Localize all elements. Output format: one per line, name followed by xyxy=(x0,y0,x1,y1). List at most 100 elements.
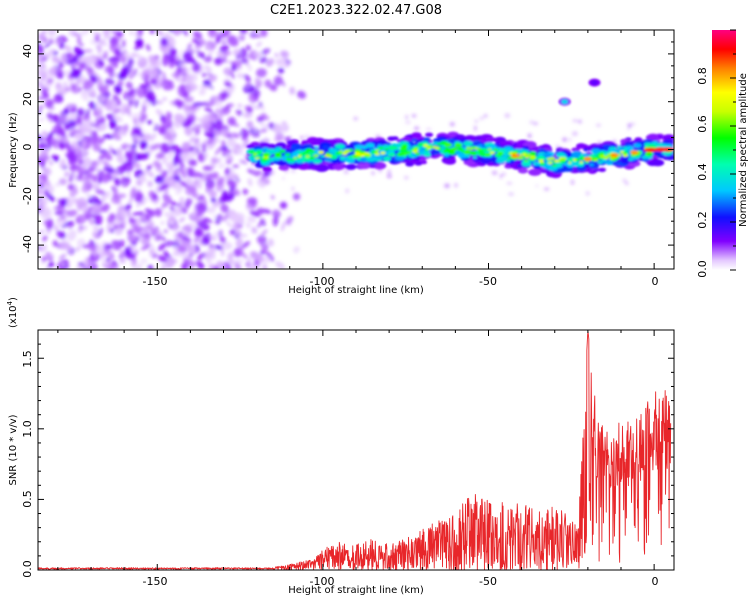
noise-blob xyxy=(265,251,275,262)
noise-blob xyxy=(148,55,159,67)
noise-blob xyxy=(261,48,271,55)
band-blob xyxy=(359,153,365,157)
noise-blob xyxy=(251,125,257,131)
noise-blob xyxy=(92,137,96,147)
noise-blob xyxy=(177,85,186,97)
noise-blob xyxy=(189,136,195,143)
noise-blob xyxy=(38,229,45,235)
noise-blob xyxy=(151,253,158,259)
noise-blob xyxy=(128,74,133,80)
noise-blob xyxy=(247,216,257,223)
band-blob xyxy=(451,147,458,152)
noise-blob xyxy=(149,79,158,85)
spectrogram-y-tick: -40 xyxy=(21,235,34,253)
band-blob xyxy=(622,154,629,157)
noise-blob xyxy=(180,64,186,70)
noise-blob xyxy=(213,95,219,103)
noise-blob xyxy=(106,257,110,262)
band-blob xyxy=(597,160,604,164)
noise-blob xyxy=(194,230,203,237)
noise-blob xyxy=(248,93,256,104)
noise-blob xyxy=(38,34,44,42)
noise-blob xyxy=(212,214,217,219)
noise-blob xyxy=(129,69,134,76)
noise-blob xyxy=(273,75,283,87)
colorbar-gradient xyxy=(712,30,736,270)
noise-blob xyxy=(142,196,149,203)
band-blob xyxy=(334,143,345,150)
noise-blob xyxy=(108,145,113,155)
noise-blob xyxy=(201,142,207,154)
noise-blob xyxy=(67,229,77,241)
noise-blob xyxy=(116,30,124,37)
noise-blob xyxy=(39,148,50,158)
noise-blob xyxy=(47,78,54,83)
noise-blob xyxy=(138,201,145,205)
noise-blob xyxy=(216,51,225,59)
noise-blob xyxy=(454,183,458,188)
spectrogram-panel: -150 -100 -50 0 Height of straight line … xyxy=(8,29,675,296)
band-blob xyxy=(589,163,594,166)
noise-blob xyxy=(280,221,286,232)
noise-blob xyxy=(500,173,502,179)
noise-blob xyxy=(101,263,112,269)
noise-blob xyxy=(41,186,53,193)
noise-blob xyxy=(44,99,54,109)
noise-blob xyxy=(47,262,55,268)
band-blob xyxy=(603,156,609,160)
noise-blob xyxy=(53,225,59,231)
noise-blob xyxy=(213,231,220,239)
noise-blob xyxy=(107,214,116,224)
noise-blob xyxy=(156,234,161,242)
colorbar: 0.0 0.2 0.4 0.6 0.8 Normalized spectral … xyxy=(696,29,749,278)
band-blob xyxy=(533,164,542,169)
band-blob xyxy=(620,159,630,164)
noise-blob xyxy=(139,174,147,182)
band-blob xyxy=(412,149,419,153)
noise-blob xyxy=(191,210,198,218)
noise-blob xyxy=(88,140,94,147)
band-blob xyxy=(558,159,567,163)
band-blob xyxy=(576,143,587,149)
noise-blob xyxy=(204,64,213,74)
noise-blob xyxy=(193,235,201,244)
noise-blob xyxy=(102,42,108,47)
noise-blob xyxy=(82,89,94,95)
noise-blob xyxy=(188,222,197,230)
band-blob xyxy=(635,154,640,157)
noise-blob xyxy=(46,113,54,119)
band-blob xyxy=(517,156,524,160)
noise-blob xyxy=(55,182,60,187)
noise-blob xyxy=(95,168,101,172)
noise-blob xyxy=(160,82,165,87)
noise-blob xyxy=(208,243,215,248)
noise-blob xyxy=(529,120,535,125)
band-blob xyxy=(363,152,369,156)
noise-blob xyxy=(236,32,244,40)
band-blob xyxy=(547,161,553,165)
noise-blob xyxy=(225,220,233,228)
band-blob xyxy=(246,144,255,149)
noise-blob xyxy=(187,167,194,175)
noise-blob xyxy=(206,43,211,47)
noise-blob xyxy=(207,30,218,38)
noise-blob xyxy=(81,205,89,213)
noise-blob xyxy=(65,119,77,130)
noise-blob xyxy=(266,58,275,67)
noise-blob xyxy=(84,261,91,266)
noise-blob xyxy=(92,203,99,211)
noise-blob xyxy=(167,169,176,177)
noise-blob xyxy=(425,127,432,131)
noise-blob xyxy=(91,263,98,269)
noise-blob xyxy=(38,42,44,52)
noise-blob xyxy=(47,194,55,202)
noise-blob xyxy=(162,71,167,81)
band-blob xyxy=(585,167,593,172)
band-blob xyxy=(445,147,449,150)
noise-blob xyxy=(71,151,77,162)
noise-blob xyxy=(153,122,158,128)
band-blob xyxy=(256,150,262,154)
band-blob xyxy=(610,153,619,158)
noise-blob xyxy=(527,133,532,139)
noise-blob xyxy=(47,219,55,228)
